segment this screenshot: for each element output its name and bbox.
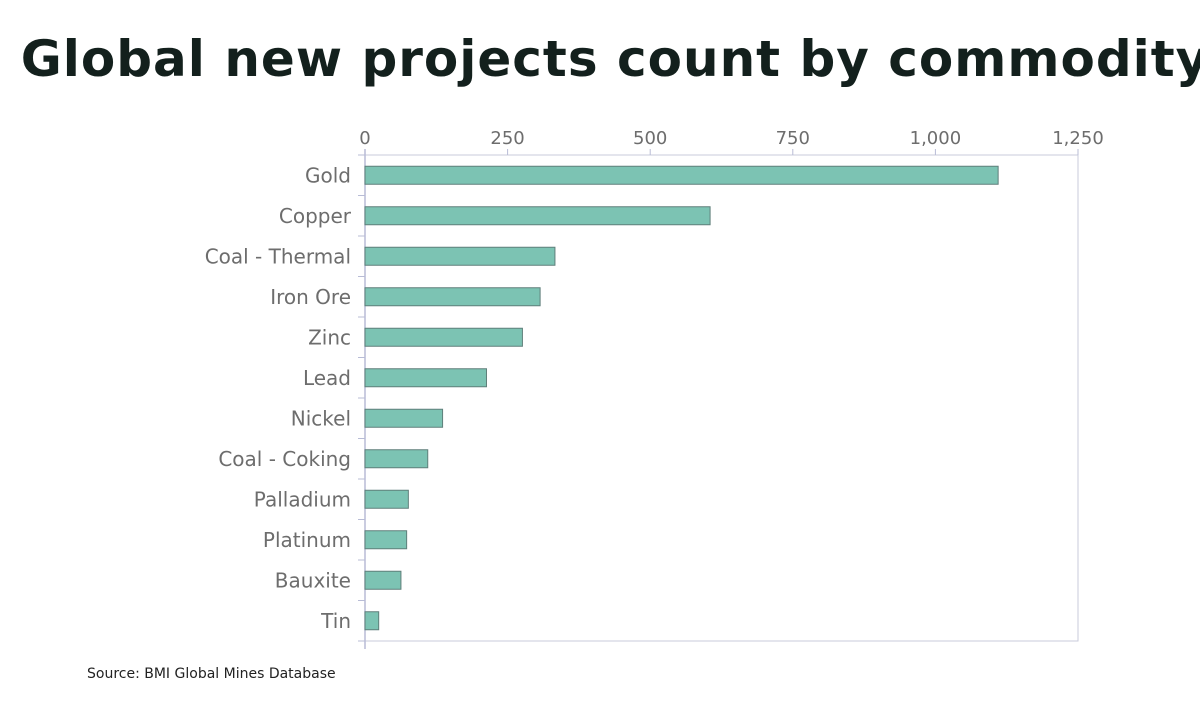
category-label: Bauxite bbox=[275, 568, 351, 592]
x-tick-label: 250 bbox=[490, 128, 524, 149]
label-layer: 0 250 500 750 1,000 1,250 Gold Copper Coal - The… bbox=[205, 128, 1104, 633]
bar-2 bbox=[364, 246, 556, 266]
bar-11 bbox=[364, 611, 380, 631]
bar-5 bbox=[364, 368, 487, 388]
category-label: Tin bbox=[320, 609, 351, 633]
category-label: Lead bbox=[303, 366, 351, 390]
x-tick-label: 0 bbox=[359, 128, 370, 149]
chart-title: Global new projects count by commodity bbox=[20, 30, 1200, 88]
category-label: Iron Ore bbox=[270, 285, 351, 309]
plot-frame bbox=[364, 154, 1079, 642]
bar-4 bbox=[364, 327, 523, 347]
category-label: Palladium bbox=[254, 487, 351, 511]
bar-1 bbox=[364, 206, 711, 226]
bar-8 bbox=[364, 489, 409, 509]
x-tick-label: 1,000 bbox=[910, 128, 962, 149]
category-label: Platinum bbox=[263, 528, 351, 552]
source-note: Source: BMI Global Mines Database bbox=[87, 666, 336, 682]
category-label: Copper bbox=[279, 204, 352, 228]
bar-9 bbox=[364, 530, 408, 550]
bar-0 bbox=[364, 165, 999, 185]
bar-3 bbox=[364, 287, 541, 307]
bar-layer bbox=[364, 165, 999, 631]
x-tick-label: 500 bbox=[633, 128, 667, 149]
x-tick-label: 1,250 bbox=[1052, 128, 1104, 149]
category-label: Nickel bbox=[291, 406, 351, 430]
axis-layer bbox=[358, 149, 1079, 649]
bar-10 bbox=[364, 570, 402, 590]
category-label: Coal - Thermal bbox=[205, 244, 351, 268]
category-label: Gold bbox=[305, 163, 351, 187]
bar-6 bbox=[364, 408, 444, 428]
category-label: Zinc bbox=[308, 325, 351, 349]
x-tick-label: 750 bbox=[776, 128, 810, 149]
category-label: Coal - Coking bbox=[218, 447, 351, 471]
bar-7 bbox=[364, 449, 429, 469]
